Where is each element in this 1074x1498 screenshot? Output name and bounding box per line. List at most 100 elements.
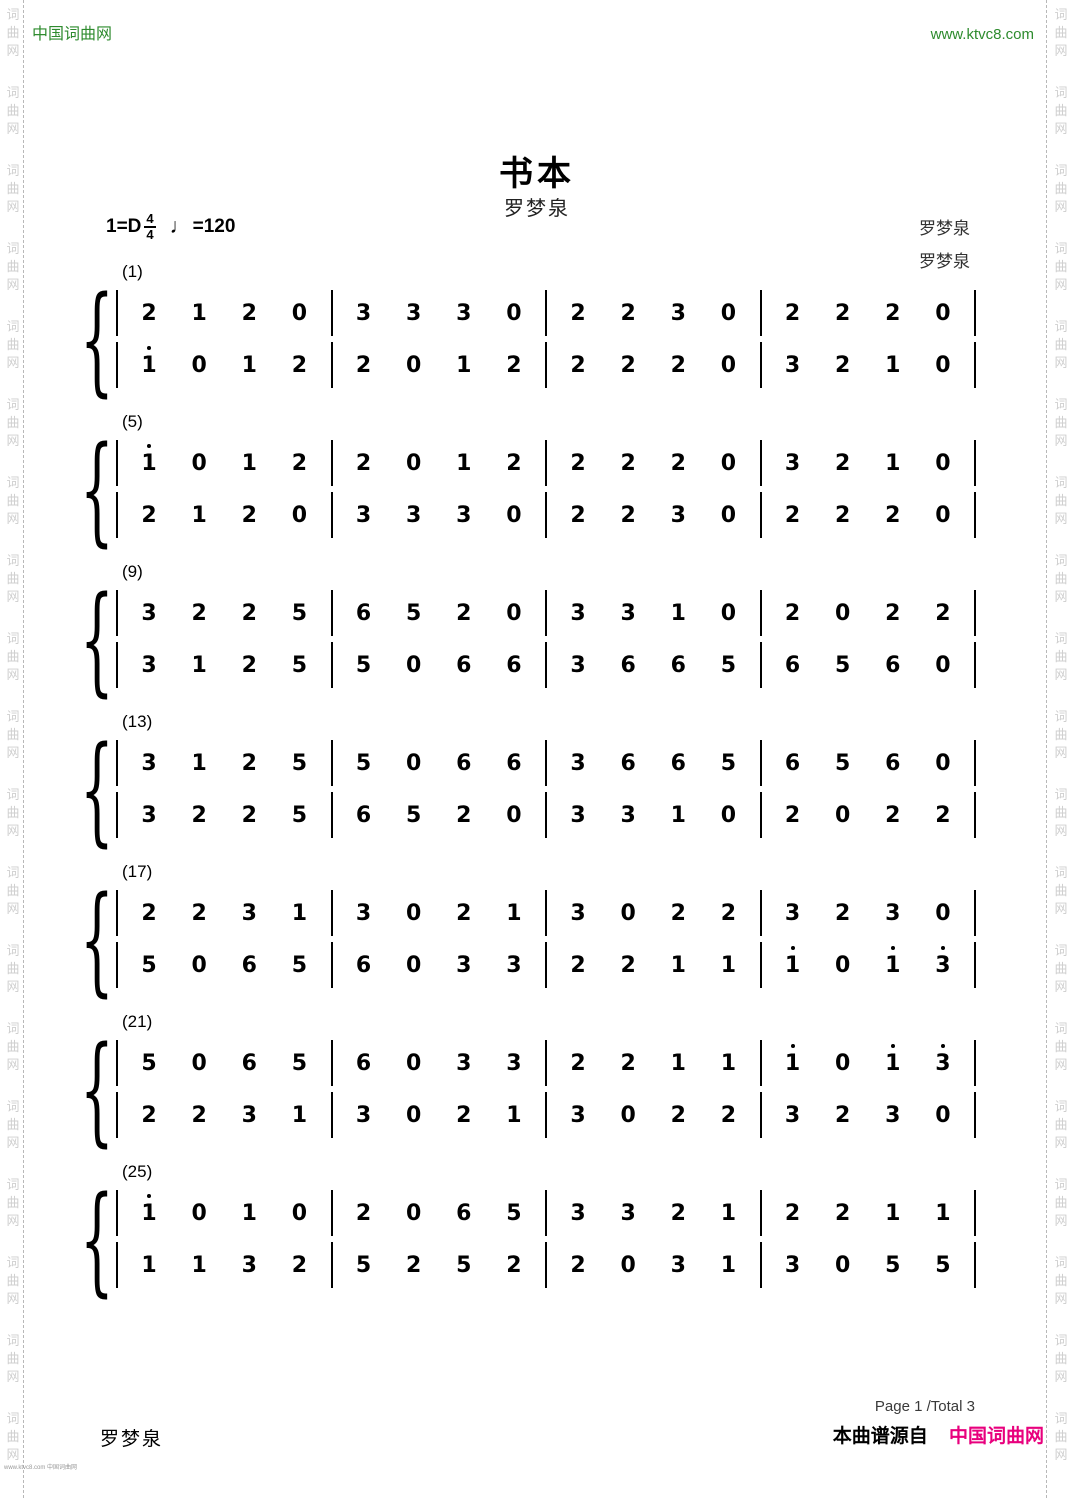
watermark-char: 曲 (6, 1117, 20, 1132)
note: 5 (291, 952, 308, 978)
watermark-char: 曲 (1054, 1273, 1068, 1288)
barline (330, 642, 333, 688)
watermark-char: 词 (6, 241, 20, 256)
barline (116, 642, 118, 688)
barline (330, 1040, 333, 1086)
note: 6 (241, 1050, 257, 1076)
watermark-char: 曲 (1054, 571, 1068, 586)
note: 2 (241, 802, 257, 828)
music-system: (13){3 1 2 5 5 0 6 6 3 6 6 5 6 5 6 0 3 2 2 5 6 5 2 0 3 3 1 0 2 0 2 2 (80, 712, 976, 848)
note: 5 (720, 750, 737, 776)
note: 0 (935, 450, 951, 476)
note: 0 (406, 1050, 422, 1076)
measure: 5 0 6 6 (333, 751, 546, 776)
note: 1 (191, 502, 207, 528)
watermark-char: 曲 (1054, 649, 1068, 664)
note: 2 (885, 300, 901, 326)
measure: 3 3 1 0 (547, 803, 760, 828)
upper-note-line: 2 2 3 1 3 0 2 1 3 0 2 2 3 2 3 0 (116, 887, 976, 939)
note: 5 (355, 750, 372, 776)
watermark-char: 网 (1054, 511, 1068, 526)
watermark-char: 网 (6, 433, 20, 448)
watermark-char: 曲 (6, 1195, 20, 1210)
barline (759, 1092, 762, 1138)
watermark-char: 网 (6, 589, 20, 604)
note: 3 (355, 300, 372, 326)
watermark-char: 网 (6, 1291, 20, 1306)
note: 2 (670, 352, 686, 378)
song-subtitle-author: 罗梦泉 (504, 198, 570, 220)
watermark-char: 网 (6, 745, 20, 760)
measure: 2 2 3 1 (118, 1103, 331, 1128)
octave-dot (890, 945, 895, 950)
system-brace: { (80, 1170, 114, 1308)
note: 5 (835, 750, 851, 776)
watermark-char: 曲 (1054, 1195, 1068, 1210)
note: 0 (835, 802, 851, 828)
watermark-char: 曲 (1054, 259, 1068, 274)
barline (330, 342, 333, 388)
side-watermark-right: 词曲网词曲网词曲网词曲网词曲网词曲网词曲网词曲网词曲网词曲网词曲网词曲网词曲网词… (1052, 6, 1070, 1498)
note: 2 (191, 900, 207, 926)
barline (759, 1242, 762, 1288)
note: 3 (784, 900, 801, 926)
note: 6 (670, 652, 686, 678)
note: 2 (620, 952, 636, 978)
note: 1 (291, 1102, 308, 1128)
note: 3 (141, 750, 157, 776)
note: 2 (885, 802, 901, 828)
note: 3 (406, 502, 422, 528)
composer-name-line2: 罗梦泉 (919, 252, 970, 271)
measure: 2 2 3 1 (118, 901, 331, 926)
note: 3 (784, 352, 801, 378)
note: 2 (570, 352, 586, 378)
watermark-char: 网 (1054, 1369, 1068, 1384)
note: 0 (935, 352, 951, 378)
watermark-char: 词 (1054, 7, 1068, 22)
note: 6 (241, 952, 257, 978)
watermark-char: 词 (1054, 1255, 1068, 1270)
note: 2 (835, 1102, 851, 1128)
watermark-char: 词 (6, 1411, 20, 1426)
watermark-char: 网 (1054, 667, 1068, 682)
note: 1 (141, 1252, 157, 1278)
barline (974, 1040, 976, 1086)
note: 6 (784, 652, 801, 678)
note: 6 (620, 750, 636, 776)
barline (545, 1242, 547, 1288)
watermark-char: 词 (1054, 943, 1068, 958)
note: 6 (456, 652, 472, 678)
measure: 5 0 6 6 (333, 653, 546, 678)
note: 5 (291, 802, 308, 828)
note: 2 (835, 300, 851, 326)
footer-tiny-watermark: www.ktvc8.com 中国词曲网 (4, 1465, 78, 1471)
barline (545, 942, 547, 988)
note: 2 (670, 1102, 686, 1128)
measure: 3 2 2 5 (118, 803, 331, 828)
note: 5 (456, 1252, 472, 1278)
barline (974, 740, 976, 786)
barline (759, 792, 762, 838)
page-number: Page 1 /Total 3 (874, 1398, 975, 1415)
note: 1 (670, 600, 686, 626)
watermark-char: 词 (6, 1099, 20, 1114)
measure-number-label: (17) (122, 862, 153, 881)
note: 3 (620, 600, 636, 626)
watermark-char: 曲 (6, 1351, 20, 1366)
note: 3 (355, 1102, 372, 1128)
barline (545, 740, 547, 786)
note: 1 (868, 945, 918, 978)
note: 0 (720, 802, 737, 828)
note: 2 (355, 1200, 372, 1226)
watermark-char: 词 (1054, 709, 1068, 724)
watermark-char: 词 (6, 1255, 20, 1270)
note: 2 (720, 1102, 737, 1128)
footer-source-site-link[interactable]: 中国词曲网 (948, 1426, 1044, 1447)
note: 3 (670, 1252, 686, 1278)
measure: 3 2 3 0 (762, 1103, 975, 1128)
watermark-char: 词 (1054, 1333, 1068, 1348)
barline (116, 942, 118, 988)
